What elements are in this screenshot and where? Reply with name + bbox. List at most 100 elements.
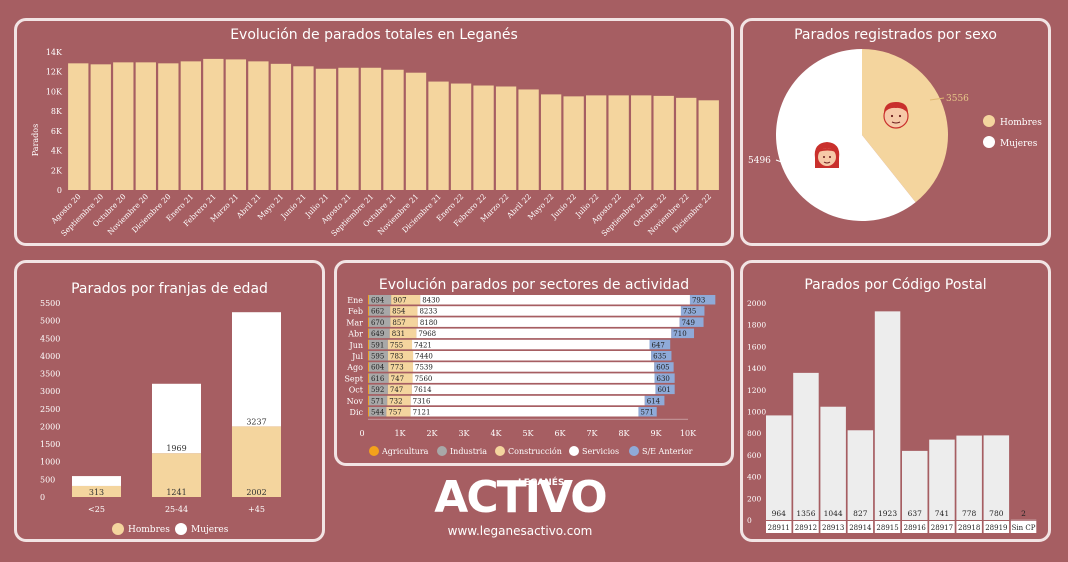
cp-bar <box>983 435 1010 520</box>
edad-label-hombres: 313 <box>89 488 104 497</box>
cp-y-tick: 600 <box>747 451 762 460</box>
sectores-label-construccion: 757 <box>388 409 401 417</box>
edad-bar-mujeres <box>72 476 121 486</box>
evolucion-bar <box>248 61 269 190</box>
sexo-slice-mujeres <box>776 49 916 221</box>
sectores-bar-construccion <box>387 395 411 406</box>
sectores-bar-industria <box>368 384 388 395</box>
cp-x-tick-bg <box>956 521 982 533</box>
man-face-eye <box>890 114 894 118</box>
cp-value-label: 741 <box>935 509 949 518</box>
brand: ACTIVO LEGANÉS www.leganesactivo.com <box>420 474 620 539</box>
sectores-label-industria: 571 <box>371 397 384 405</box>
sectores-legend-item: Servicios <box>582 447 619 456</box>
cp-y-tick: 200 <box>747 494 762 503</box>
evolucion-title: Evolución de parados totales en Leganés <box>230 27 518 43</box>
cp-value-label: 2 <box>1021 509 1026 518</box>
sectores-label-se_anterior: 749 <box>682 319 695 327</box>
sectores-panel: Evolución parados por sectores de activi… <box>334 260 734 466</box>
cp-x-tick-bg <box>766 521 792 533</box>
sectores-bar-agricultura <box>368 295 369 305</box>
sectores-label-se_anterior: 630 <box>656 375 669 383</box>
man-face-mouth <box>891 121 901 124</box>
sectores-y-tick: Ene <box>347 296 363 305</box>
evolucion-bar <box>585 95 607 190</box>
sectores-label-se_anterior: 635 <box>653 353 666 361</box>
edad-legend-swatch-mujeres <box>175 523 187 535</box>
edad-y-tick: 1000 <box>40 458 60 467</box>
cp-x-tick: 28915 <box>876 524 898 532</box>
edad-y-tick: 2000 <box>40 422 60 431</box>
sexo-legend-mujeres: Mujeres <box>1000 139 1038 149</box>
evolucion-bar <box>608 95 629 190</box>
sectores-bar-se_anterior <box>680 306 705 316</box>
evolucion-y-label: Parados <box>31 124 40 156</box>
sectores-title: Evolución parados por sectores de activi… <box>378 277 690 293</box>
edad-x-tick: 25-44 <box>165 505 188 514</box>
evolucion-bar <box>113 62 134 190</box>
edad-bar-hombres <box>152 453 201 497</box>
evolucion-y-tick: 6K <box>51 127 63 136</box>
cp-bar <box>847 430 874 520</box>
sectores-legend-swatch <box>495 446 505 456</box>
sectores-y-tick: Oct <box>349 386 364 395</box>
sectores-bar-industria <box>368 328 390 339</box>
sectores-bar-construccion <box>387 339 413 350</box>
cp-value-label: 1923 <box>878 509 897 518</box>
sectores-x-tick: 0 <box>359 429 364 438</box>
sectores-legend-item: Industria <box>450 447 487 456</box>
cp-x-tick: Sin CP <box>1012 524 1036 532</box>
evolucion-bar <box>495 86 517 190</box>
sectores-label-industria: 670 <box>371 319 384 327</box>
edad-y-tick: 500 <box>40 475 55 484</box>
sectores-label-construccion: 773 <box>390 364 403 372</box>
sectores-label-construccion: 732 <box>389 397 402 405</box>
evolucion-bar <box>293 66 314 190</box>
evolucion-bar <box>360 67 382 190</box>
sectores-bar-se_anterior <box>671 328 695 339</box>
cp-value-label: 780 <box>989 509 1004 518</box>
cp-y-tick: 1000 <box>747 408 766 417</box>
edad-y-tick: 2500 <box>40 405 60 414</box>
sectores-x-tick: 7K <box>586 429 598 438</box>
edad-y-tick: 3000 <box>40 387 60 396</box>
edad-label-mujeres: 3237 <box>246 417 266 426</box>
cp-y-tick: 1800 <box>747 321 766 330</box>
sectores-legend-swatch <box>569 446 579 456</box>
cp-title: Parados por Código Postal <box>804 277 987 293</box>
brand-logo-sub: LEGANÉS <box>518 478 565 488</box>
sectores-legend-swatch <box>369 446 379 456</box>
sectores-bar-industria <box>368 407 387 417</box>
sectores-bar-industria <box>368 373 389 383</box>
evolucion-bar <box>338 67 359 190</box>
sectores-bar-agricultura <box>368 328 369 339</box>
sectores-label-se_anterior: 605 <box>656 364 669 372</box>
sectores-x-tick: 6K <box>554 429 566 438</box>
cp-value-label: 827 <box>853 509 868 518</box>
sectores-bar-agricultura <box>368 351 369 361</box>
sexo-panel: Parados registrados por sexo <box>740 18 1051 246</box>
evolucion-bar <box>225 59 247 191</box>
cp-value-label: 1044 <box>824 509 843 518</box>
cp-bar <box>874 311 901 520</box>
cp-x-tick-bg <box>874 521 901 533</box>
sectores-bar-construccion <box>388 351 414 361</box>
sectores-label-servicios: 7316 <box>413 397 431 405</box>
cp-bar <box>820 406 846 520</box>
evolucion-bar <box>158 63 179 191</box>
cp-y-tick: 1600 <box>747 342 766 351</box>
sectores-x-tick: 9K <box>650 429 662 438</box>
sectores-bar-agricultura <box>368 395 369 406</box>
sectores-bar-se_anterior <box>654 373 675 383</box>
sectores-x-tick: 3K <box>458 429 470 438</box>
sectores-bar-construccion <box>386 407 411 417</box>
edad-y-tick: 5000 <box>40 317 60 326</box>
brand-url[interactable]: www.leganesactivo.com <box>447 524 593 538</box>
sexo-legend-swatch-hombres <box>983 115 995 127</box>
sectores-label-construccion: 907 <box>393 297 406 305</box>
evolucion-bar <box>203 58 224 191</box>
edad-bar-mujeres <box>152 383 201 454</box>
evolucion-bar <box>518 89 539 190</box>
cp-x-tick: 28914 <box>849 524 872 532</box>
woman-face-eye <box>823 156 825 158</box>
